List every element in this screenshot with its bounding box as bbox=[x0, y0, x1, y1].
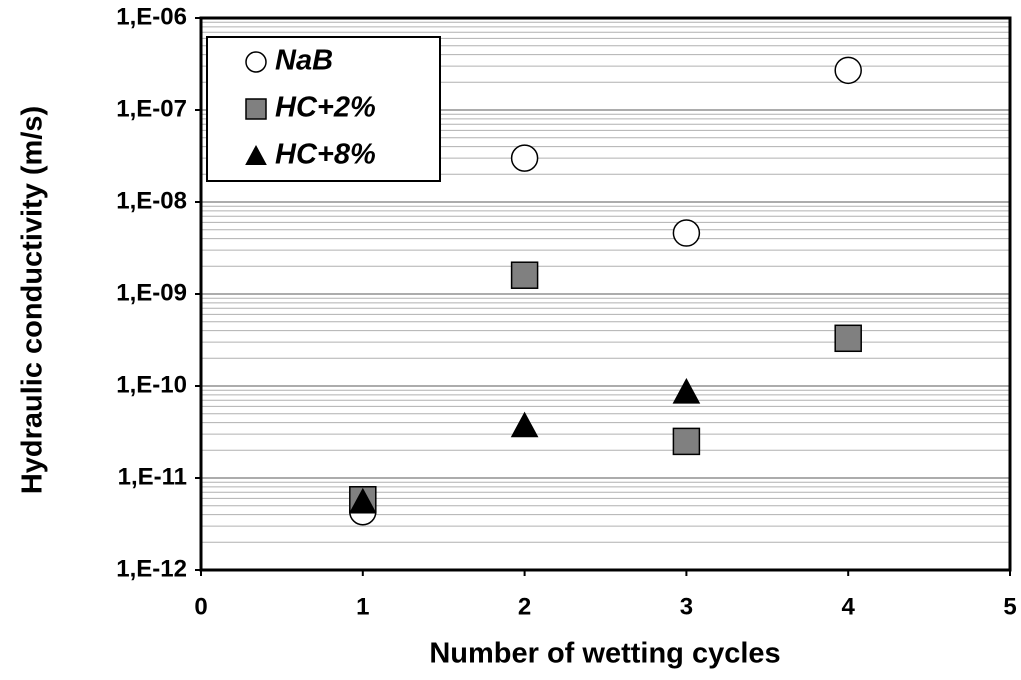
y-tick-label: 1,E-10 bbox=[116, 371, 187, 398]
point bbox=[672, 427, 701, 456]
point bbox=[510, 411, 539, 438]
x-tick-label: 2 bbox=[518, 593, 531, 620]
x-tick-label: 0 bbox=[194, 593, 207, 620]
point bbox=[672, 377, 701, 404]
y-axis-label: Hydraulic conductivity (m/s) bbox=[17, 106, 49, 494]
y-tick-label: 1,E-07 bbox=[116, 95, 187, 122]
x-tick-label: 1 bbox=[356, 593, 369, 620]
legend-label: HC+8% bbox=[275, 139, 376, 171]
x-tick-label: 4 bbox=[842, 593, 856, 620]
legend-marker bbox=[245, 98, 267, 120]
y-tick-label: 1,E-12 bbox=[116, 555, 187, 582]
legend-label: NaB bbox=[275, 45, 333, 77]
y-tick-label: 1,E-08 bbox=[116, 187, 187, 214]
x-axis-label: Number of wetting cycles bbox=[429, 638, 780, 670]
point bbox=[834, 324, 862, 353]
y-tick-label: 1,E-06 bbox=[116, 3, 187, 30]
legend-marker bbox=[245, 51, 267, 73]
point bbox=[672, 219, 701, 247]
legend-marker bbox=[245, 144, 267, 165]
point bbox=[834, 56, 862, 85]
point bbox=[348, 487, 377, 514]
x-tick-label: 3 bbox=[680, 593, 693, 620]
point bbox=[510, 144, 539, 172]
x-tick-label: 5 bbox=[1003, 593, 1016, 620]
legend-label: HC+2% bbox=[275, 92, 376, 124]
y-tick-label: 1,E-11 bbox=[118, 463, 187, 490]
plot-frame bbox=[199, 16, 1012, 572]
y-tick-label: 1,E-09 bbox=[116, 279, 187, 306]
point bbox=[510, 261, 539, 289]
